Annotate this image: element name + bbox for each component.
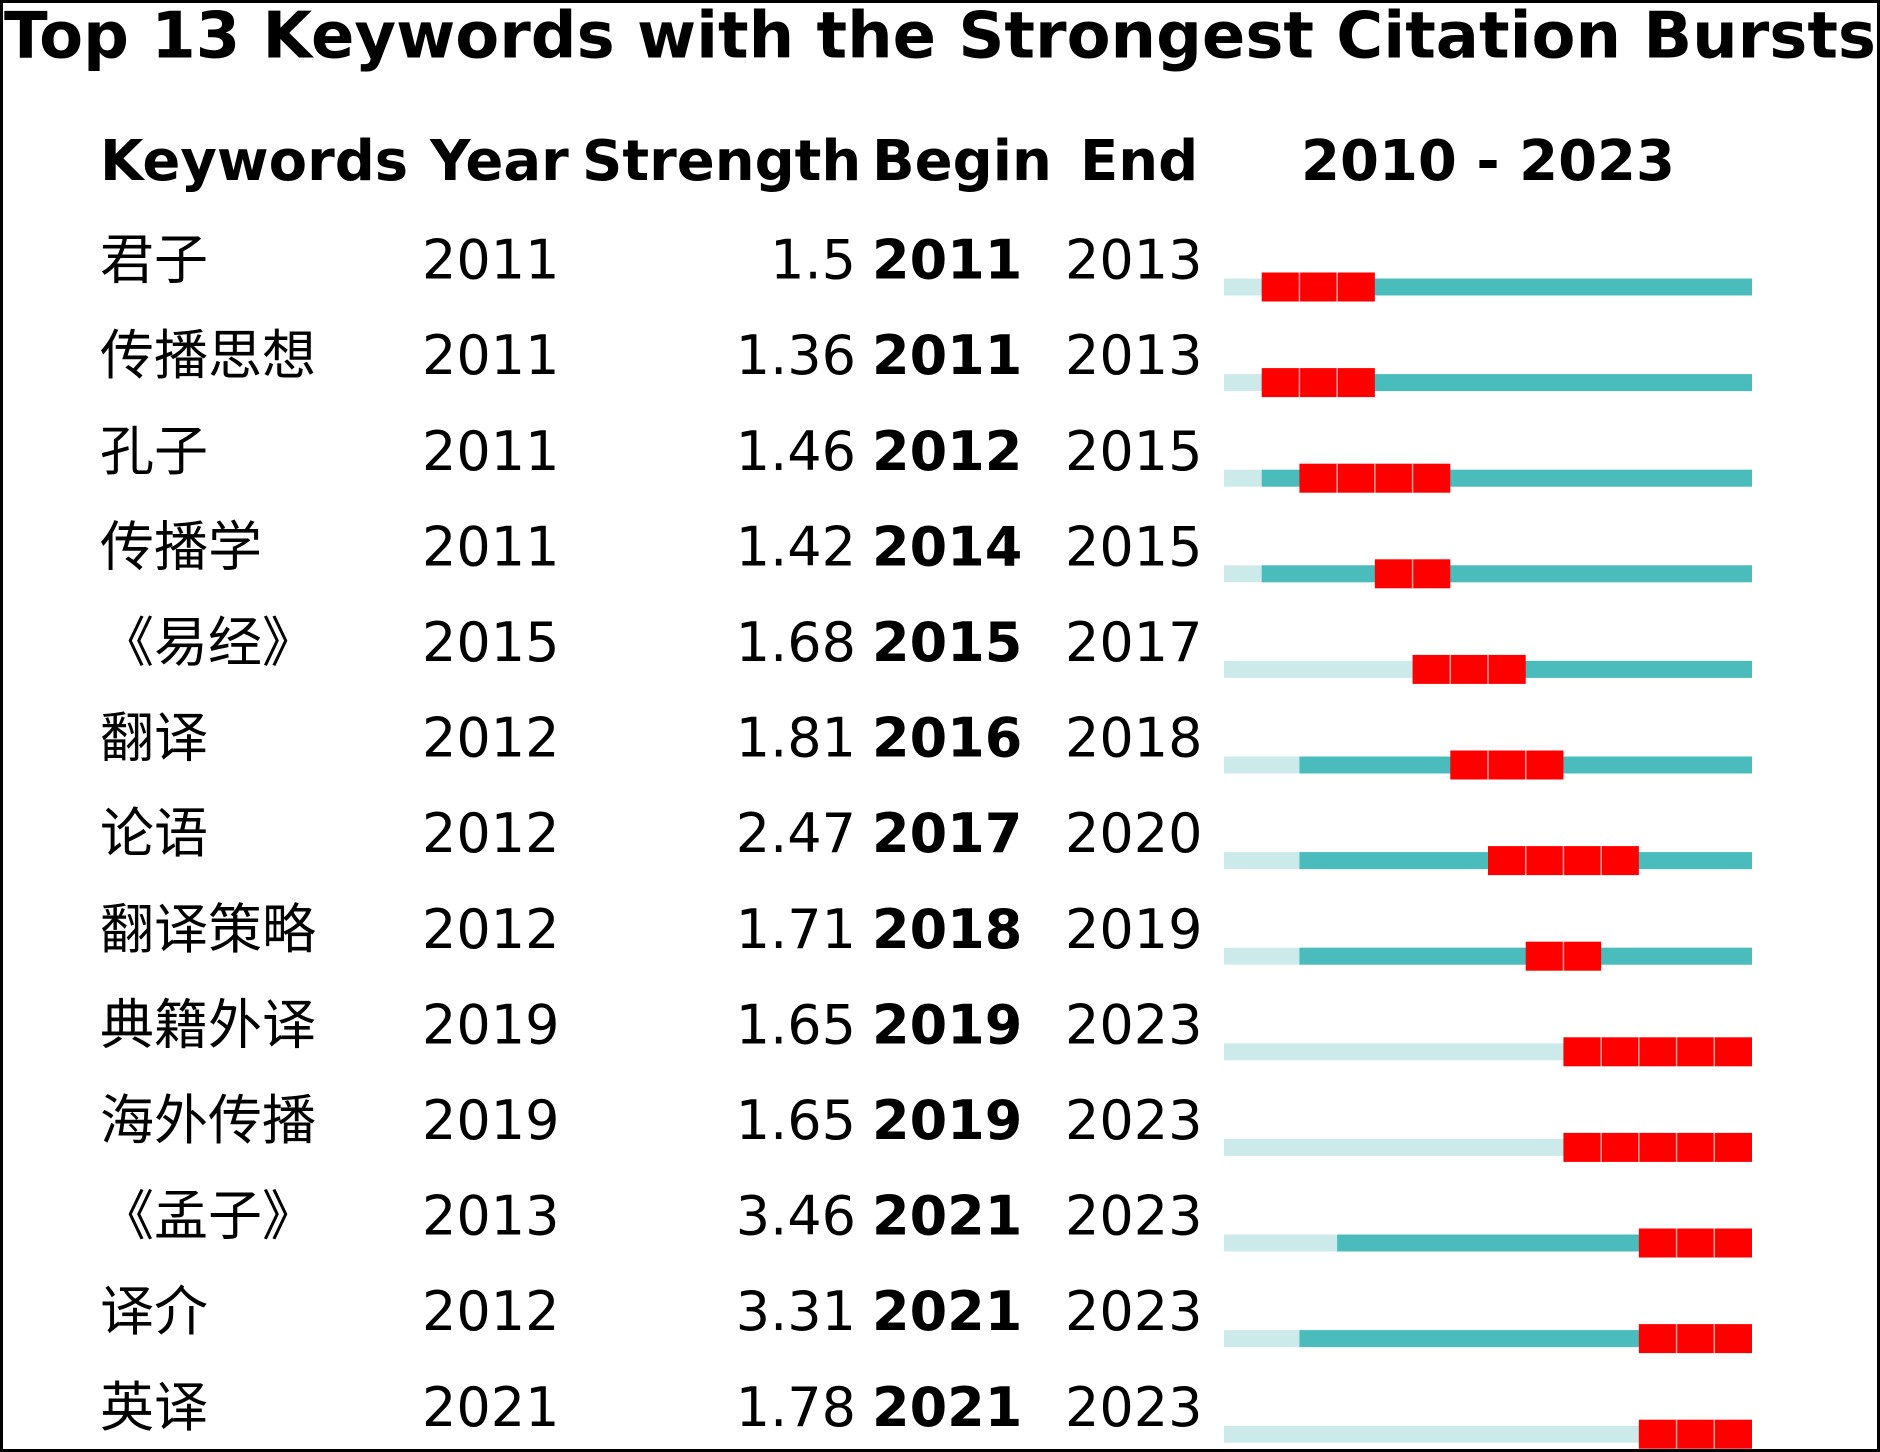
year: 2012 (422, 802, 559, 865)
year: 2021 (422, 1376, 559, 1439)
begin: 2019 (872, 993, 1022, 1056)
timeline (1224, 1425, 1752, 1443)
title: Top 13 Keywords with the Strongest Citat… (4, 0, 1876, 74)
keyword: 传播思想 (100, 324, 316, 387)
begin: 2012 (872, 420, 1022, 483)
header: Begin (872, 129, 1052, 194)
end: 2023 (1065, 1376, 1202, 1439)
keyword: 译介 (100, 1280, 208, 1343)
end: 2023 (1065, 1089, 1202, 1152)
end: 2013 (1065, 324, 1202, 387)
burst (1638, 1419, 1752, 1449)
keyword: 君子 (100, 229, 208, 292)
strength: 1.71 (736, 898, 856, 961)
begin: 2021 (872, 1376, 1022, 1439)
keyword: 典籍外译 (100, 993, 316, 1056)
keyword: 《易经》 (100, 611, 316, 674)
burst (1563, 1037, 1752, 1067)
end: 2015 (1065, 420, 1202, 483)
year: 2011 (422, 229, 559, 292)
strength: 1.78 (736, 1376, 856, 1439)
end: 2023 (1065, 1280, 1202, 1343)
header: End (1080, 129, 1198, 194)
begin: 2011 (872, 324, 1022, 387)
keyword: 传播学 (100, 515, 262, 578)
burst (1412, 654, 1526, 684)
year: 2012 (422, 707, 559, 770)
end: 2017 (1065, 611, 1202, 674)
begin: 2016 (872, 707, 1022, 770)
strength: 1.36 (736, 324, 856, 387)
keyword: 孔子 (100, 420, 208, 483)
strength: 2.47 (736, 802, 856, 865)
strength: 1.81 (736, 707, 856, 770)
begin: 2011 (872, 229, 1022, 292)
year: 2012 (422, 1280, 559, 1343)
begin: 2018 (872, 898, 1022, 961)
begin: 2021 (872, 1185, 1022, 1248)
burst (1261, 272, 1375, 302)
keyword: 英译 (100, 1376, 208, 1439)
strength: 1.65 (736, 993, 856, 1056)
year: 2015 (422, 611, 559, 674)
burst (1563, 1132, 1752, 1162)
strength: 3.46 (736, 1185, 856, 1248)
keyword: 海外传播 (100, 1089, 316, 1152)
begin: 2015 (872, 611, 1022, 674)
range-label: 2010 - 2023 (1301, 129, 1675, 194)
year: 2011 (422, 324, 559, 387)
keyword: 翻译策略 (100, 898, 316, 961)
year: 2011 (422, 515, 559, 578)
strength: 1.65 (736, 1089, 856, 1152)
end: 2018 (1065, 707, 1202, 770)
burst (1261, 368, 1375, 398)
strength: 1.68 (736, 611, 856, 674)
year: 2012 (422, 898, 559, 961)
keyword: 翻译 (100, 707, 208, 770)
strength: 3.31 (736, 1280, 856, 1343)
active-span (1261, 278, 1752, 296)
burst (1638, 1324, 1752, 1354)
strength: 1.5 (770, 229, 856, 292)
strength: 1.46 (736, 420, 856, 483)
header: Year (429, 129, 569, 194)
header: Keywords (100, 129, 408, 194)
burst (1638, 1228, 1752, 1258)
year: 2019 (422, 1089, 559, 1152)
end: 2015 (1065, 515, 1202, 578)
keyword: 《孟子》 (100, 1185, 316, 1248)
end: 2013 (1065, 229, 1202, 292)
active-span (1261, 374, 1752, 392)
header: Strength (582, 129, 861, 194)
end: 2019 (1065, 898, 1202, 961)
end: 2023 (1065, 993, 1202, 1056)
active-span (1261, 565, 1752, 583)
year: 2011 (422, 420, 559, 483)
end: 2023 (1065, 1185, 1202, 1248)
keyword: 论语 (100, 802, 208, 865)
begin: 2017 (872, 802, 1022, 865)
begin: 2021 (872, 1280, 1022, 1343)
strength: 1.42 (736, 515, 856, 578)
year: 2013 (422, 1185, 559, 1248)
burst (1450, 750, 1564, 780)
begin: 2014 (872, 515, 1022, 578)
end: 2020 (1065, 802, 1202, 865)
begin: 2019 (872, 1089, 1022, 1152)
year: 2019 (422, 993, 559, 1056)
